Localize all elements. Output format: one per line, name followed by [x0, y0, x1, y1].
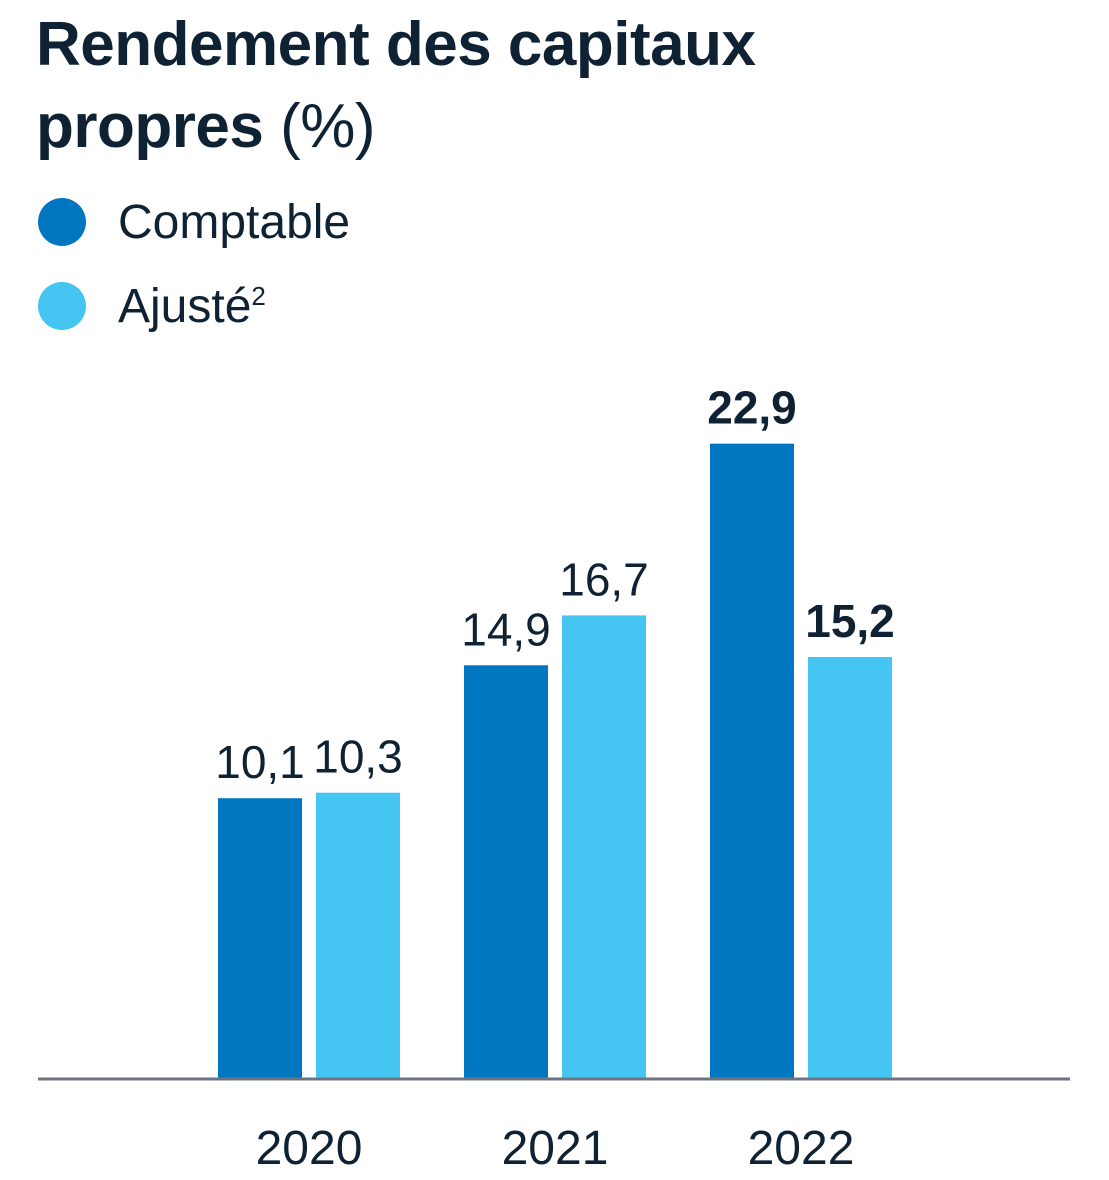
- legend-label-ajuste: Ajusté2: [118, 279, 266, 334]
- data-label-comptable-2022: 22,9: [707, 382, 797, 434]
- x-tick-label-2020: 2020: [256, 1122, 363, 1175]
- legend-swatch-comptable: [38, 198, 86, 246]
- legend-footnote-ajuste: 2: [251, 280, 266, 311]
- legend-label-ajuste-text: Ajusté: [118, 279, 252, 333]
- x-tick-label-2022: 2022: [748, 1122, 855, 1175]
- bar-ajuste-2021: [562, 615, 646, 1078]
- legend-item-comptable: Comptable: [38, 190, 350, 254]
- x-tick-label-2021: 2021: [502, 1122, 609, 1175]
- bar-comptable-2020: [218, 798, 302, 1078]
- chart-title-text: Rendement des capitaux: [36, 10, 756, 79]
- chart-title-text-line2: propres: [36, 92, 264, 161]
- chart-title-unit: (%): [280, 92, 375, 161]
- legend-item-ajuste: Ajusté2: [38, 274, 350, 338]
- data-label-comptable-2021: 14,9: [461, 603, 551, 655]
- bar-comptable-2021: [464, 665, 548, 1078]
- data-label-ajuste-2020: 10,3: [313, 731, 403, 783]
- legend-label-comptable: Comptable: [118, 195, 350, 250]
- bar-comptable-2022: [710, 443, 794, 1078]
- legend-swatch-ajuste: [38, 282, 86, 330]
- data-label-ajuste-2022: 15,2: [805, 595, 895, 647]
- legend-label-comptable-text: Comptable: [118, 195, 351, 249]
- bar-ajuste-2022: [808, 656, 892, 1078]
- data-label-comptable-2020: 10,1: [215, 736, 305, 788]
- chart-title: Rendement des capitaux propres (%): [36, 4, 1076, 168]
- chart-legend: Comptable Ajusté2: [38, 190, 350, 358]
- data-label-ajuste-2021: 16,7: [559, 553, 649, 605]
- bar-ajuste-2020: [316, 792, 400, 1078]
